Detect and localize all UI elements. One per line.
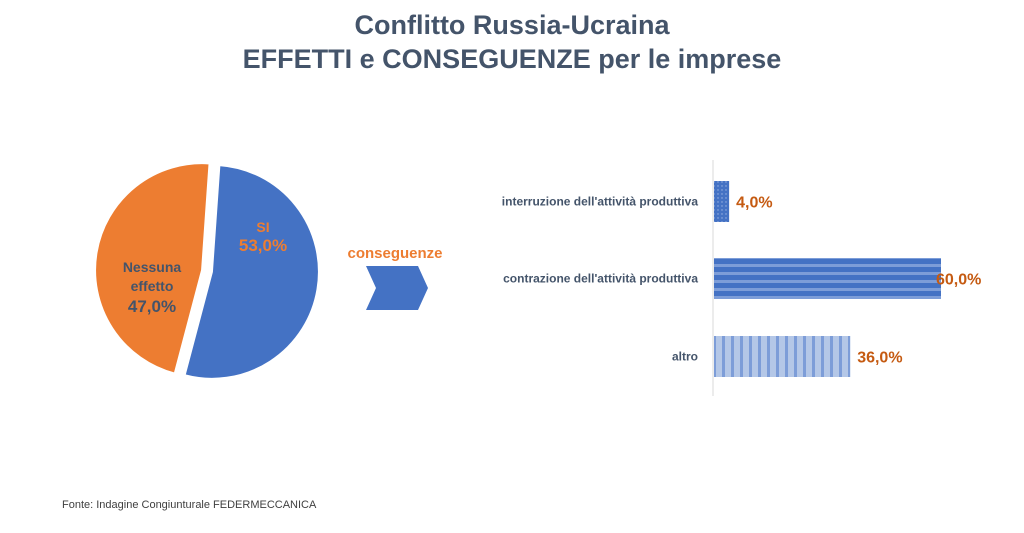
pie-slice-label: Nessuna bbox=[123, 259, 182, 275]
bar-value-label: 4,0% bbox=[736, 195, 772, 212]
pie-slice-label: effetto bbox=[131, 278, 174, 294]
arrow-label: conseguenze bbox=[347, 245, 442, 262]
bar-category-label: interruzione dell'attività produttiva bbox=[502, 195, 699, 209]
bar-value-label: 60,0% bbox=[936, 272, 981, 289]
bar-category-label: contrazione dell'attività produttiva bbox=[503, 272, 698, 286]
bar bbox=[714, 336, 851, 377]
bar-value-label: 36,0% bbox=[857, 350, 902, 367]
bar-category-label: altro bbox=[672, 350, 698, 364]
chart-title-line2: EFFETTI e CONSEGUENZE per le imprese bbox=[242, 44, 782, 74]
chevron-arrow-icon bbox=[366, 266, 428, 310]
bar bbox=[714, 258, 941, 299]
pie-slice bbox=[94, 162, 211, 375]
pie-value-label: 53,0% bbox=[239, 236, 287, 255]
pie-slice bbox=[183, 164, 320, 380]
pie-value-label: 47,0% bbox=[128, 297, 176, 316]
chart-title-line1: Conflitto Russia-Ucraina bbox=[354, 10, 670, 40]
pie-slice-label: SI bbox=[256, 219, 269, 235]
bar bbox=[714, 181, 730, 222]
source-note: Fonte: Indagine Congiunturale FEDERMECCA… bbox=[62, 499, 317, 511]
